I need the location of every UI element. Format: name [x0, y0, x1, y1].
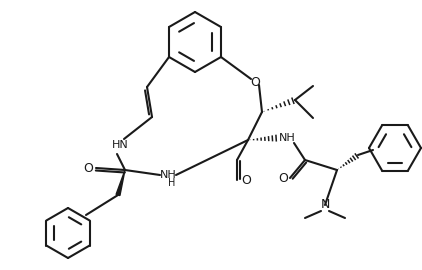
Text: HN: HN: [112, 140, 128, 150]
Text: N: N: [320, 198, 330, 211]
Text: NH: NH: [160, 170, 176, 180]
Text: H: H: [168, 178, 176, 188]
Text: O: O: [250, 76, 260, 89]
Text: O: O: [278, 171, 288, 184]
Text: O: O: [83, 161, 93, 174]
Text: NH: NH: [279, 133, 295, 143]
Text: O: O: [241, 174, 251, 187]
Polygon shape: [116, 170, 125, 195]
